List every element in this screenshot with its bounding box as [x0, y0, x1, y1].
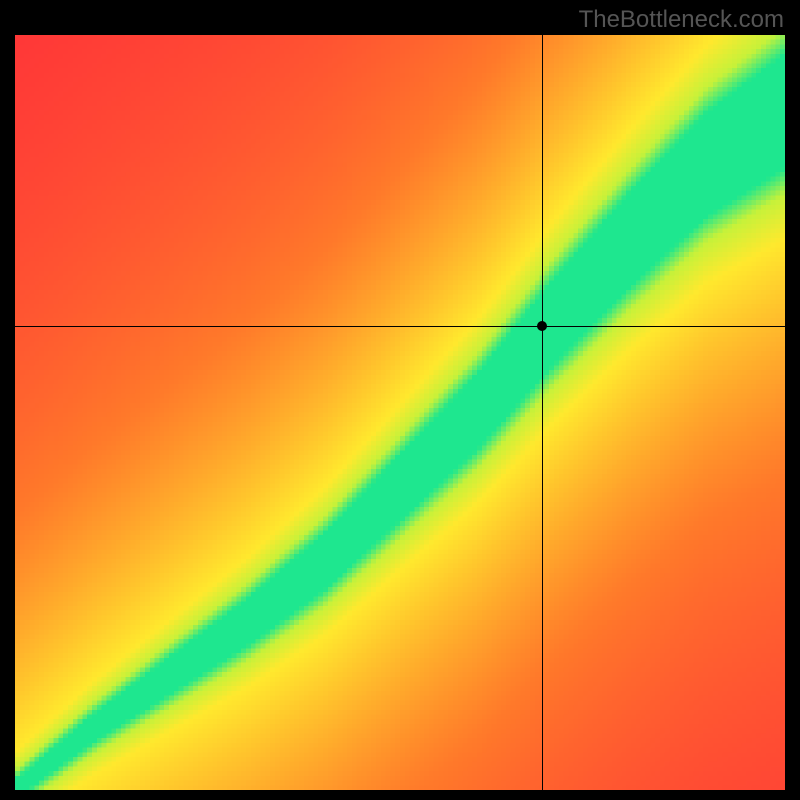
crosshair-marker [537, 321, 547, 331]
plot-area [15, 35, 785, 790]
crosshair-vertical [542, 35, 543, 790]
chart-frame: TheBottleneck.com [0, 0, 800, 800]
heatmap-canvas [15, 35, 785, 790]
watermark-label: TheBottleneck.com [579, 6, 784, 34]
crosshair-horizontal [15, 326, 785, 327]
